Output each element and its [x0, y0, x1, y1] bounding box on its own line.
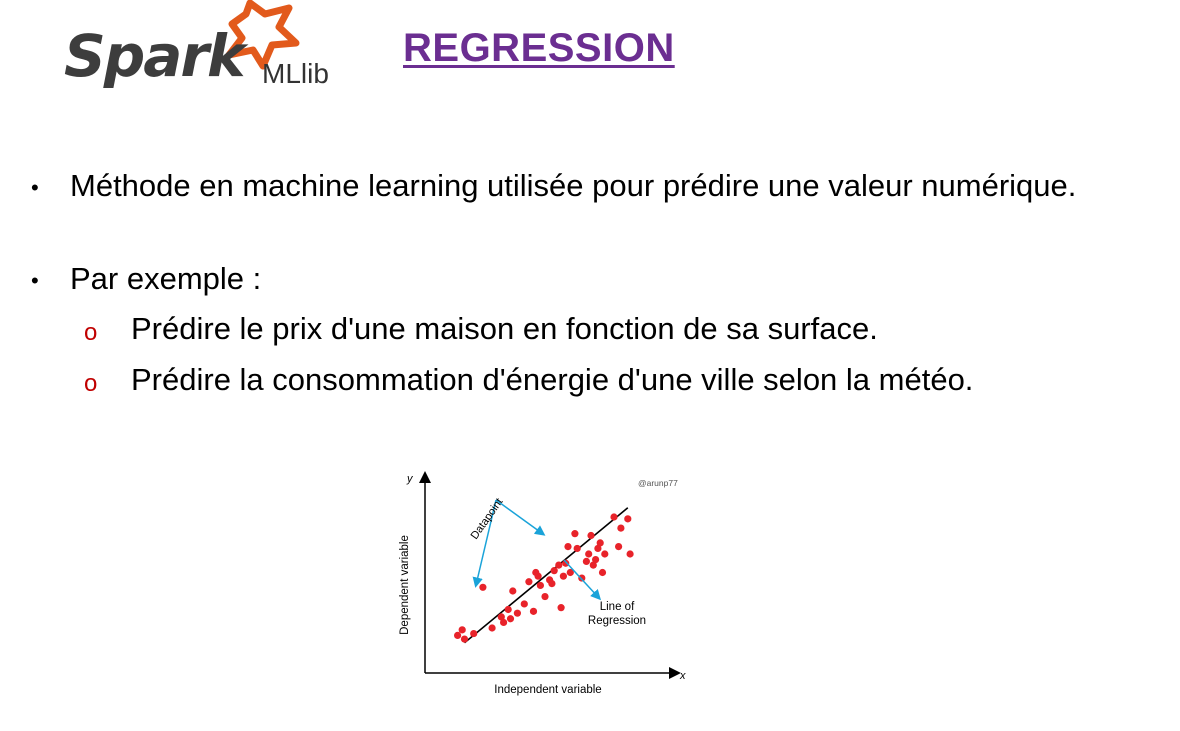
- data-point: [520, 600, 528, 608]
- data-point: [571, 530, 579, 538]
- sub-bullet-text: Prédire la consommation d'énergie d'une …: [131, 362, 974, 397]
- x-axis-letter: x: [679, 670, 686, 682]
- data-point: [578, 574, 586, 582]
- sub-bullet-marker: o: [84, 319, 98, 346]
- data-point: [601, 550, 609, 558]
- data-point: [529, 607, 538, 615]
- data-point: [566, 568, 574, 577]
- data-point: [594, 544, 602, 553]
- data-point: [557, 604, 565, 612]
- data-point: [497, 613, 505, 621]
- regression-annotation: Line of Regression: [563, 559, 646, 627]
- data-point: [548, 580, 556, 588]
- sub-bullet-text: Prédire le prix d'une maison en fonction…: [131, 311, 878, 346]
- bullet-item: Méthode en machine learning utilisée pou…: [70, 168, 1076, 204]
- data-point: [615, 543, 623, 551]
- regression-label-line1: Line of: [600, 601, 635, 613]
- bullet-item: Par exemple :: [70, 261, 261, 297]
- data-point: [589, 561, 597, 569]
- data-point: [562, 559, 570, 567]
- watermark: @arunp77: [638, 478, 678, 488]
- regression-arrow: [563, 559, 602, 601]
- x-axis-label: Independent variable: [494, 684, 601, 696]
- sub-bullet-item: Prédire le prix d'une maison en fonction…: [131, 311, 878, 347]
- regression-chart-svg: y x Independent variable Dependent varia…: [399, 471, 686, 696]
- data-point: [506, 615, 515, 623]
- slide-title: REGRESSION: [403, 26, 675, 70]
- data-point: [513, 609, 521, 617]
- data-point: [582, 557, 590, 565]
- datapoint-annotation: Datapoint: [469, 496, 546, 588]
- data-point: [598, 568, 607, 577]
- spark-mllib-logo: Spark MLlib: [60, 0, 360, 110]
- bullet-text: Méthode en machine learning utilisée pou…: [70, 168, 1077, 203]
- bullet-list: • Méthode en machine learning utilisée p…: [31, 168, 1076, 398]
- data-point: [617, 524, 625, 532]
- data-point: [587, 531, 595, 540]
- data-point: [564, 543, 572, 551]
- data-point: [525, 578, 533, 586]
- data-point: [592, 555, 600, 564]
- data-point: [626, 550, 634, 558]
- data-point: [559, 572, 567, 580]
- bullet-marker: •: [31, 175, 39, 200]
- logo-subtitle: MLlib: [262, 58, 329, 89]
- data-point: [585, 550, 593, 558]
- data-point: [541, 592, 549, 601]
- data-point: [610, 513, 618, 521]
- data-point: [500, 618, 508, 627]
- data-point: [458, 626, 466, 634]
- regression-line: [463, 507, 629, 644]
- bullet-text: Par exemple :: [70, 261, 262, 296]
- regression-label-line2: Regression: [588, 615, 646, 627]
- data-point: [488, 624, 496, 632]
- sub-bullet-marker: o: [84, 370, 98, 397]
- data-point: [624, 515, 632, 523]
- data-point: [573, 544, 581, 553]
- data-point: [454, 631, 462, 639]
- data-point: [555, 561, 563, 569]
- y-axis-letter: y: [406, 473, 414, 485]
- data-point: [596, 539, 604, 547]
- data-point: [470, 629, 478, 638]
- data-point: [479, 583, 487, 591]
- sub-bullet-item: Prédire la consommation d'énergie d'une …: [131, 362, 973, 398]
- logo-wordmark: Spark: [64, 22, 246, 90]
- regression-chart: y x Independent variable Dependent varia…: [390, 460, 700, 705]
- datapoint-arrow: [495, 499, 546, 536]
- spark-star-icon: [225, 0, 300, 70]
- datapoint-arrow: [472, 499, 497, 588]
- bullet-marker: •: [31, 268, 39, 293]
- data-point: [534, 572, 542, 580]
- data-point: [509, 587, 517, 595]
- data-point: [504, 605, 512, 614]
- y-axis-label: Dependent variable: [399, 535, 411, 635]
- data-point: [550, 567, 558, 575]
- data-point: [460, 635, 469, 643]
- data-point: [536, 581, 544, 590]
